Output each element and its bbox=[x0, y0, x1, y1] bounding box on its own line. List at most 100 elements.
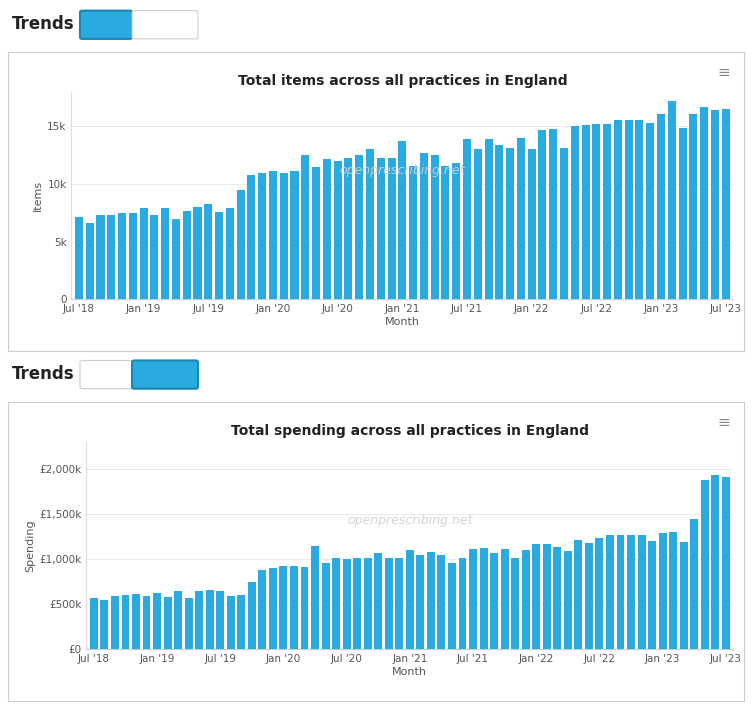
Bar bbox=[206, 590, 214, 649]
Bar bbox=[417, 555, 424, 649]
Bar bbox=[129, 213, 137, 299]
Bar bbox=[648, 541, 656, 649]
Bar bbox=[690, 114, 697, 299]
Bar bbox=[406, 550, 414, 649]
Bar bbox=[448, 562, 456, 649]
Bar bbox=[463, 139, 471, 299]
Bar bbox=[438, 555, 445, 649]
Bar bbox=[161, 208, 169, 299]
Bar bbox=[269, 568, 277, 649]
Bar bbox=[248, 582, 256, 649]
Bar bbox=[118, 213, 126, 299]
Bar bbox=[669, 532, 677, 649]
Bar bbox=[581, 125, 590, 299]
Bar bbox=[474, 149, 482, 299]
Bar bbox=[480, 548, 487, 649]
Bar bbox=[603, 124, 611, 299]
Bar bbox=[193, 207, 202, 299]
Bar bbox=[711, 475, 719, 649]
Title: Total items across all practices in England: Total items across all practices in Engl… bbox=[238, 74, 567, 88]
Bar bbox=[364, 558, 371, 649]
Bar bbox=[511, 558, 519, 649]
Title: Total spending across all practices in England: Total spending across all practices in E… bbox=[231, 424, 589, 438]
Bar bbox=[227, 596, 235, 649]
Bar bbox=[469, 549, 477, 649]
Bar bbox=[269, 171, 277, 299]
Bar bbox=[205, 203, 212, 299]
Bar bbox=[353, 558, 361, 649]
Bar bbox=[108, 215, 115, 299]
Text: Items: Items bbox=[87, 18, 125, 31]
Bar bbox=[635, 119, 644, 299]
Text: Trends: Trends bbox=[12, 365, 74, 383]
Bar bbox=[678, 127, 687, 299]
Bar bbox=[441, 166, 450, 299]
Text: Items: Items bbox=[89, 368, 123, 381]
Bar bbox=[290, 171, 299, 299]
Bar bbox=[571, 127, 579, 299]
Bar bbox=[606, 535, 614, 649]
Bar bbox=[427, 552, 435, 649]
Bar bbox=[646, 123, 654, 299]
Bar bbox=[657, 114, 665, 299]
Bar bbox=[140, 208, 147, 299]
Bar bbox=[420, 153, 428, 299]
Bar bbox=[385, 558, 393, 649]
Bar bbox=[322, 562, 329, 649]
FancyBboxPatch shape bbox=[132, 11, 198, 39]
Bar bbox=[122, 595, 129, 649]
Bar bbox=[690, 519, 698, 649]
FancyBboxPatch shape bbox=[132, 360, 198, 389]
Bar bbox=[722, 109, 729, 299]
Bar bbox=[226, 208, 234, 299]
Bar bbox=[86, 223, 94, 299]
Bar bbox=[185, 598, 193, 649]
Bar bbox=[625, 119, 632, 299]
Bar bbox=[172, 218, 180, 299]
Bar bbox=[258, 173, 266, 299]
Bar bbox=[680, 542, 687, 649]
Bar bbox=[164, 597, 171, 649]
Bar bbox=[711, 110, 719, 299]
Text: Spending: Spending bbox=[138, 18, 193, 31]
Bar bbox=[501, 549, 508, 649]
Bar bbox=[332, 558, 340, 649]
Bar bbox=[617, 535, 624, 649]
Bar bbox=[75, 218, 83, 299]
Bar bbox=[700, 107, 708, 299]
Bar bbox=[387, 158, 396, 299]
Bar bbox=[409, 166, 417, 299]
Bar bbox=[543, 545, 550, 649]
Bar bbox=[301, 567, 308, 649]
Bar bbox=[614, 119, 622, 299]
Bar bbox=[90, 598, 98, 649]
Bar bbox=[174, 592, 182, 649]
Bar bbox=[343, 559, 350, 649]
Bar bbox=[701, 481, 708, 649]
Bar bbox=[183, 210, 191, 299]
Bar bbox=[196, 592, 203, 649]
Bar bbox=[366, 149, 374, 299]
Bar bbox=[399, 141, 406, 299]
Bar bbox=[638, 535, 645, 649]
Bar bbox=[217, 592, 224, 649]
Bar bbox=[522, 550, 529, 649]
FancyBboxPatch shape bbox=[80, 11, 132, 39]
Text: Trends: Trends bbox=[12, 15, 74, 33]
Bar bbox=[132, 594, 140, 649]
Bar bbox=[452, 164, 460, 299]
Bar bbox=[593, 124, 600, 299]
Y-axis label: Items: Items bbox=[33, 180, 43, 211]
Bar bbox=[311, 546, 319, 649]
Bar bbox=[111, 596, 119, 649]
X-axis label: Month: Month bbox=[393, 667, 427, 677]
Bar bbox=[153, 593, 161, 649]
Bar bbox=[377, 158, 385, 299]
Bar bbox=[659, 533, 666, 649]
Bar bbox=[538, 130, 547, 299]
Text: openprescribing.net: openprescribing.net bbox=[347, 514, 472, 527]
Bar bbox=[459, 558, 466, 649]
Bar bbox=[532, 544, 540, 649]
Bar bbox=[344, 158, 353, 299]
Bar bbox=[627, 535, 635, 649]
